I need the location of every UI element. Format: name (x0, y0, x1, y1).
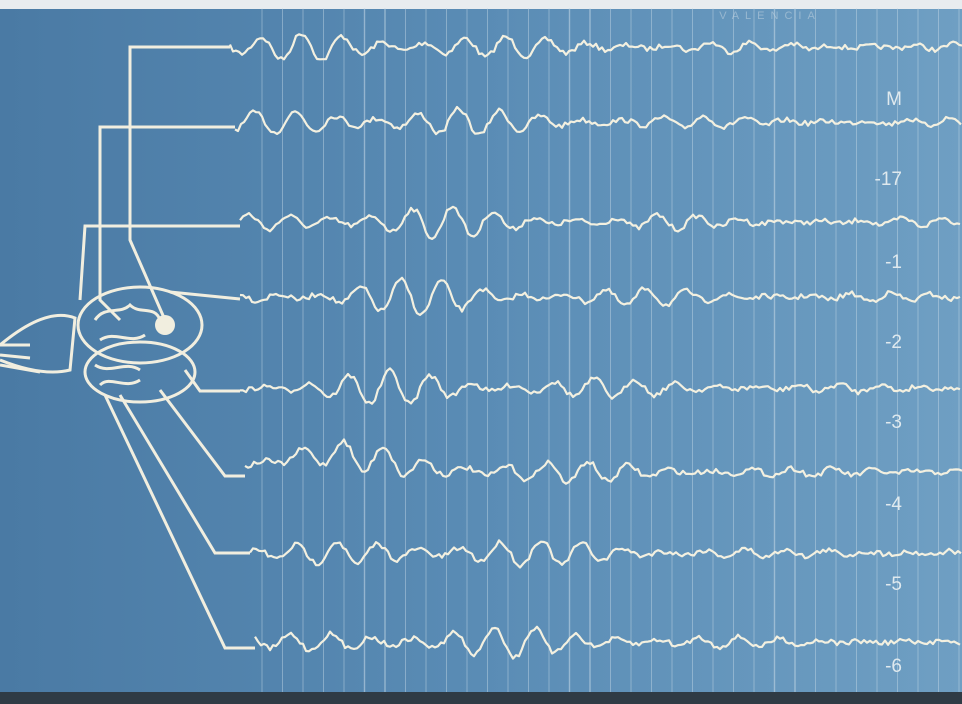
channel-label: -2 (885, 332, 902, 353)
background (0, 0, 962, 704)
photo: VALENCIA M -17 -1 -2 -3 -4 -5 -6 (0, 0, 962, 704)
channel-label: -1 (885, 252, 902, 273)
channel-label: -5 (885, 574, 902, 595)
channel-label: -3 (885, 412, 902, 433)
bottom-edge (0, 692, 962, 704)
channel-label: M (886, 89, 902, 110)
page: VALENCIA M-17-1-2-3-4-5-6 (() => { const… (0, 0, 962, 704)
channel-label: -4 (885, 494, 902, 515)
header: VALENCIA (719, 10, 821, 22)
channel-label: -17 (875, 169, 902, 190)
top-edge (0, 0, 962, 9)
channel-label: -6 (885, 656, 902, 677)
